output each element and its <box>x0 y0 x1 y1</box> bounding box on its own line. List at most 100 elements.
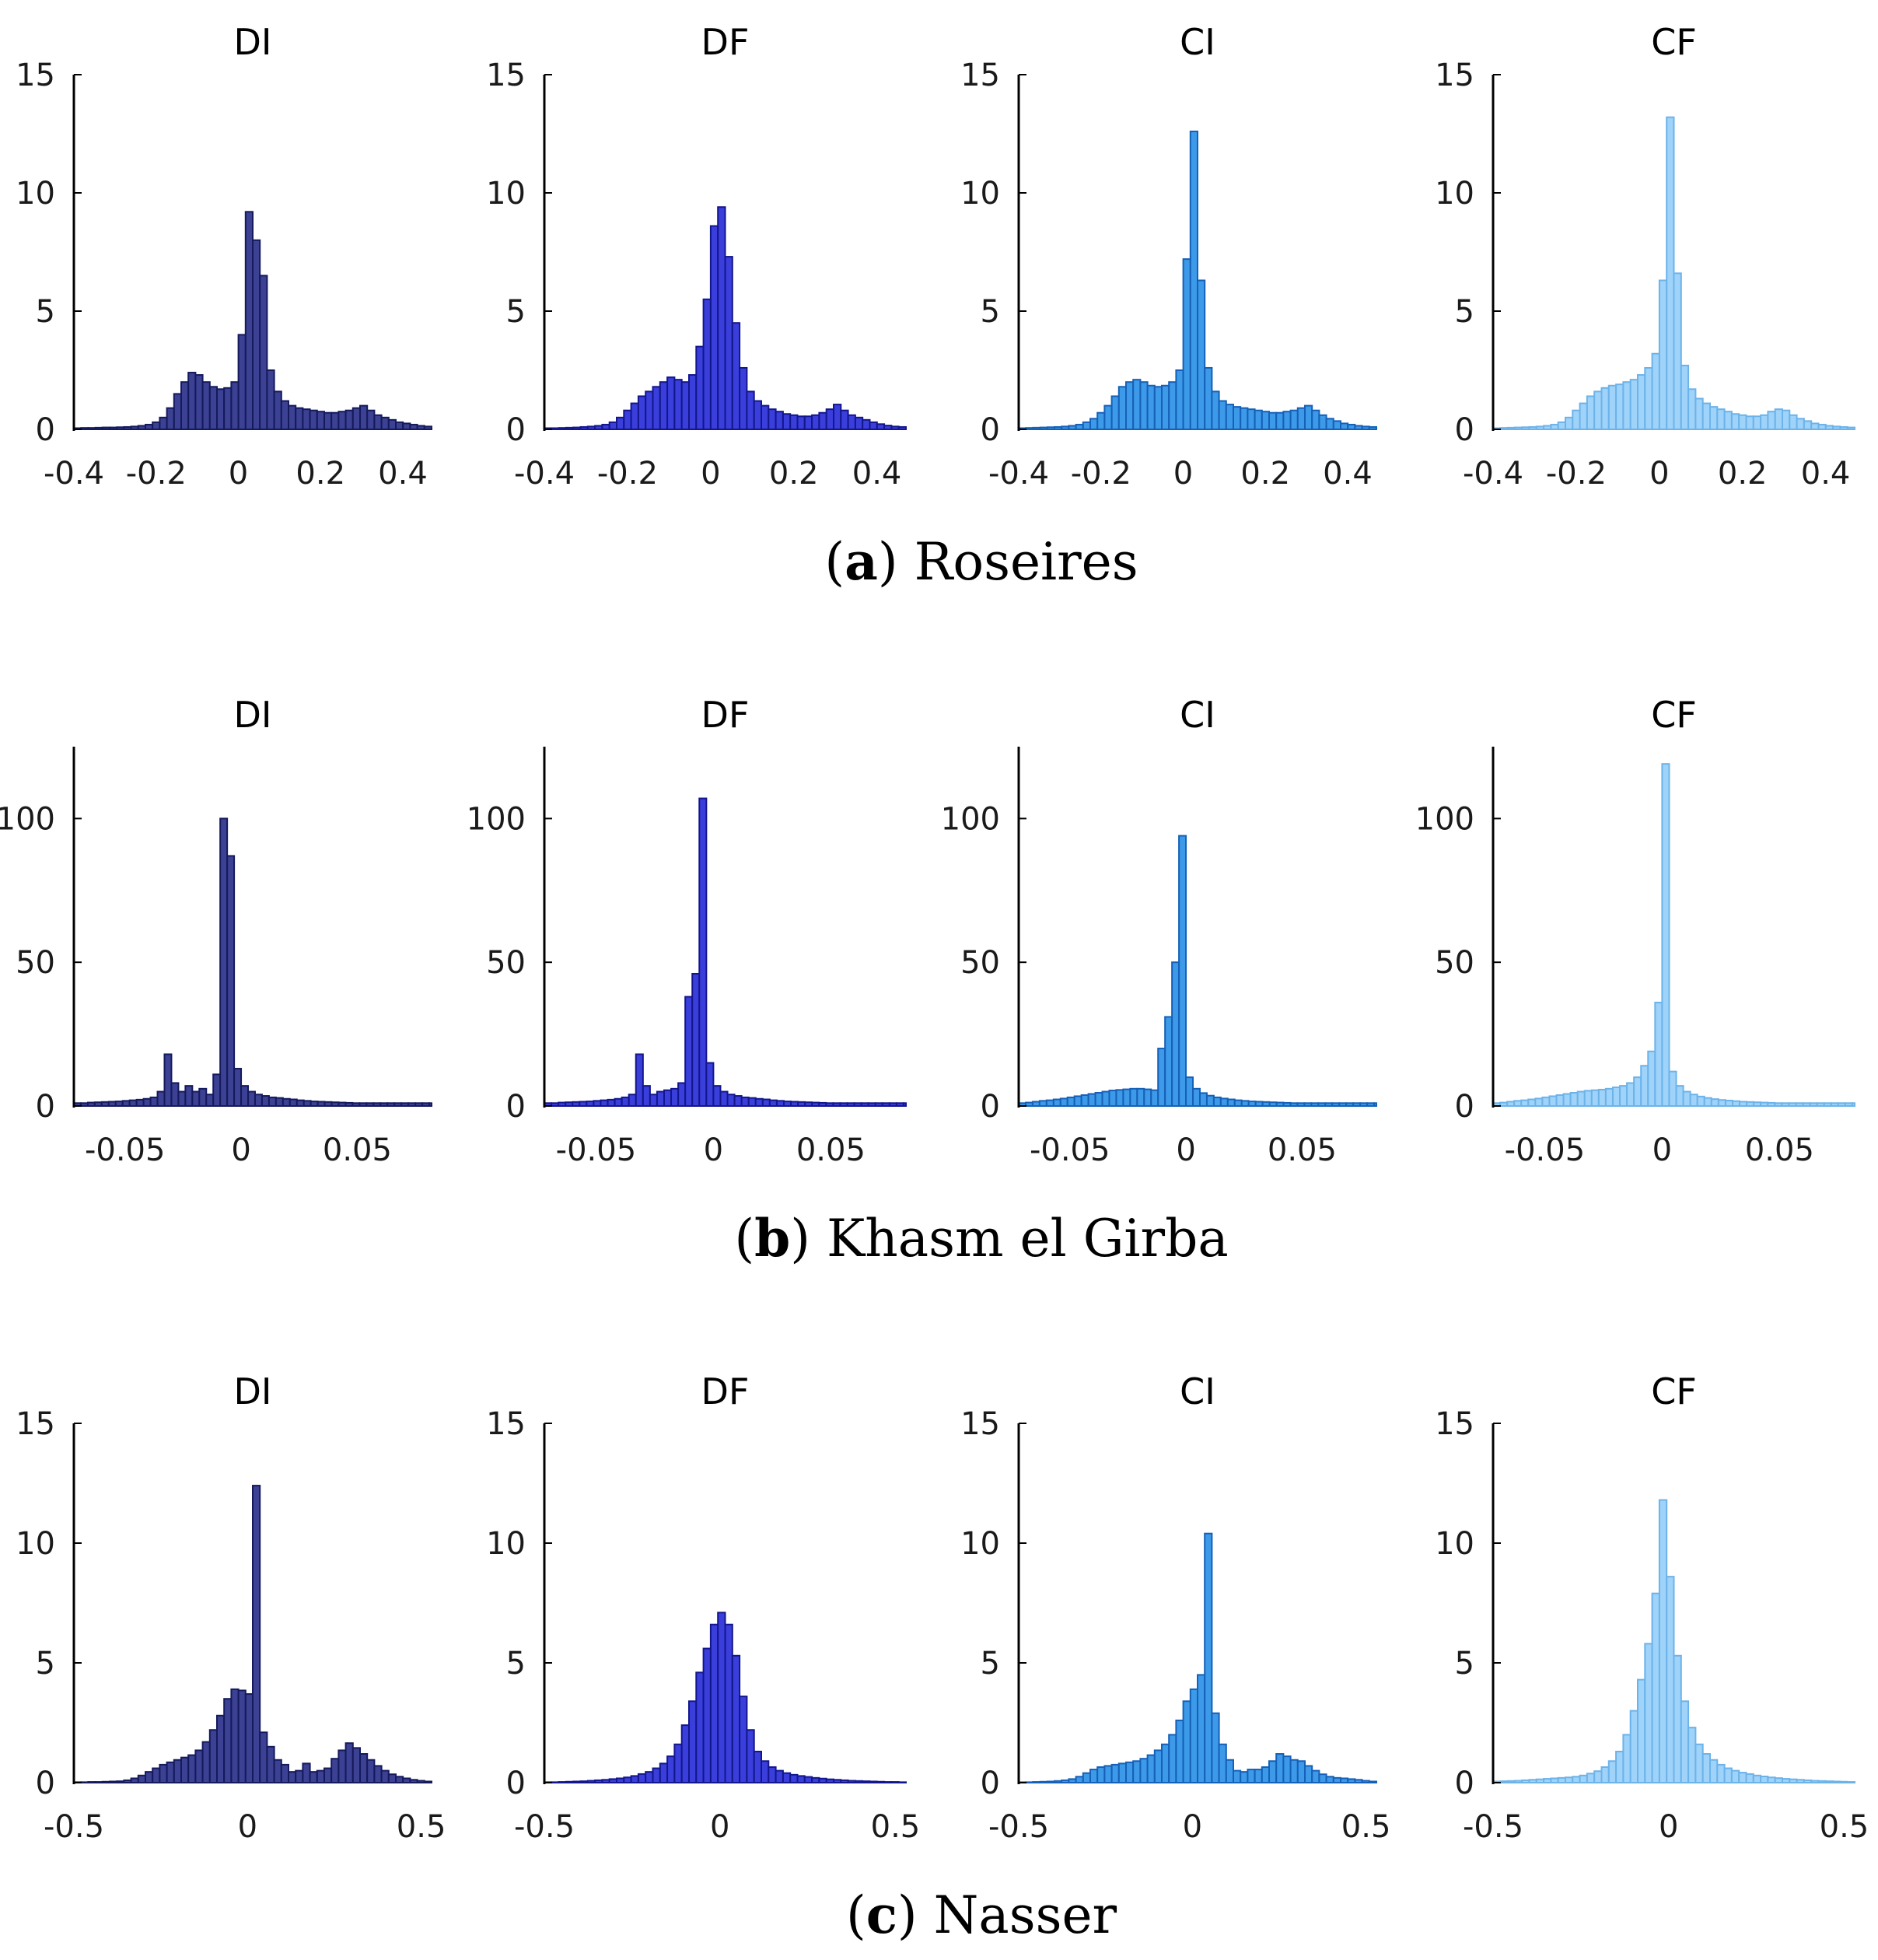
histogram-bar <box>1760 414 1769 431</box>
histogram-bar <box>273 1759 282 1783</box>
y-tick-label: 0 <box>1455 1766 1474 1801</box>
histogram-bar <box>309 1771 318 1783</box>
histogram-bar <box>1506 426 1516 430</box>
histogram-bar <box>1038 1100 1047 1107</box>
histogram-bar <box>1730 1769 1740 1784</box>
histogram-bar <box>1788 1102 1797 1108</box>
histogram-bar <box>156 1090 166 1108</box>
histogram-bar <box>395 1776 404 1784</box>
histogram-bar <box>358 1102 368 1108</box>
histogram-bar <box>1157 1048 1166 1107</box>
histogram-bar <box>187 372 197 431</box>
panel-title: CI <box>1180 1370 1215 1412</box>
histogram-bar <box>1150 1089 1159 1108</box>
x-tick-label: 0 <box>1649 456 1669 492</box>
histogram-bar <box>1687 1727 1697 1783</box>
histogram-bar <box>261 1095 270 1108</box>
histogram-bar <box>316 1101 326 1107</box>
histogram-bar <box>1117 386 1128 430</box>
histogram-bar <box>101 426 111 431</box>
histogram-bar <box>709 1623 719 1783</box>
histogram-bar <box>753 1750 763 1783</box>
histogram-bar <box>586 425 596 430</box>
histogram-bar <box>1767 411 1776 431</box>
histogram-bar <box>402 1777 411 1783</box>
histogram-bar <box>1506 1101 1516 1107</box>
histogram-bar <box>670 1087 680 1107</box>
x-tick-label: 0.5 <box>397 1809 446 1845</box>
histogram-bar <box>244 211 254 430</box>
histogram-bar <box>565 1780 575 1784</box>
histogram-bar <box>1296 407 1306 431</box>
histogram-bar <box>1261 411 1271 431</box>
histogram-bar <box>1233 406 1242 430</box>
histogram-bar <box>616 1777 625 1783</box>
histogram-bar <box>1521 1779 1530 1783</box>
histogram-bar <box>775 1100 785 1107</box>
histogram-bar <box>621 1096 630 1108</box>
histogram-bar <box>691 972 701 1107</box>
histogram-bar <box>825 1778 834 1783</box>
panel-title: CF <box>1651 694 1697 736</box>
histogram-bar <box>897 425 907 431</box>
histogram-bar <box>1738 414 1747 431</box>
caption-letter: a <box>845 531 878 592</box>
histogram-bar <box>187 1754 197 1784</box>
bars <box>73 817 433 1108</box>
histogram-bar <box>289 1098 298 1107</box>
histogram-bar <box>1089 418 1099 431</box>
histogram-bar <box>1108 1090 1117 1108</box>
y-tick-label: 0 <box>506 1089 526 1125</box>
histogram-bar <box>768 408 777 430</box>
y-tick-label: 10 <box>1435 1526 1474 1562</box>
x-tick-label: -0.5 <box>1463 1809 1523 1845</box>
y-tick-label: 15 <box>960 1406 1000 1442</box>
histogram-bar <box>1359 1102 1369 1108</box>
histogram-bar <box>407 1102 417 1108</box>
histogram-bar <box>1760 1101 1769 1108</box>
histogram-bar <box>833 404 842 431</box>
histogram-bar <box>860 1102 869 1108</box>
histogram-bar <box>1753 1101 1762 1107</box>
y-tick-label: 10 <box>960 176 1000 212</box>
x-tick-label: 0 <box>1173 456 1193 492</box>
histogram-bar <box>1110 1763 1120 1783</box>
histogram-bar <box>876 1780 886 1784</box>
histogram-bar <box>1675 1085 1684 1108</box>
histogram-bar <box>881 1102 890 1108</box>
x-tick-label: 0.4 <box>378 456 428 492</box>
histogram-bar <box>1096 411 1106 430</box>
histogram-bar <box>296 1099 305 1107</box>
histogram-bar <box>1499 1780 1509 1783</box>
histogram-bar <box>330 1101 340 1107</box>
histogram-bar <box>1597 1088 1607 1108</box>
histogram-bar <box>1520 1099 1530 1107</box>
histogram-bar <box>223 1698 233 1783</box>
histogram-bar <box>684 996 694 1108</box>
histogram-bar <box>1164 1016 1173 1108</box>
histogram-bar <box>1212 1096 1222 1108</box>
histogram-bar <box>614 1097 623 1108</box>
histogram-bar <box>869 1780 878 1783</box>
histogram-bar <box>1340 422 1349 431</box>
histogram-bar <box>93 1101 103 1107</box>
bars <box>73 211 432 431</box>
histogram-bar <box>379 1102 389 1108</box>
histogram-bar <box>688 1700 698 1784</box>
histogram-bar <box>351 407 361 431</box>
histogram-bar <box>1680 364 1690 431</box>
histogram-bar <box>1066 1096 1075 1108</box>
histogram-bar <box>1354 425 1363 431</box>
histogram-bar <box>1730 413 1740 430</box>
histogram-bar <box>198 1087 208 1107</box>
y-tick-label: 0 <box>506 1766 526 1801</box>
x-tick-label: 0.4 <box>1801 456 1851 492</box>
histogram-bar <box>1168 1734 1177 1783</box>
histogram-bar <box>623 1776 632 1783</box>
histogram-bar <box>273 390 282 430</box>
caption-name: Roseires <box>915 532 1138 592</box>
x-tick-label: 0.05 <box>1745 1132 1814 1168</box>
x-tick-label: -0.05 <box>1505 1132 1586 1168</box>
histogram-bar <box>1304 404 1313 430</box>
histogram-bar <box>862 418 871 431</box>
